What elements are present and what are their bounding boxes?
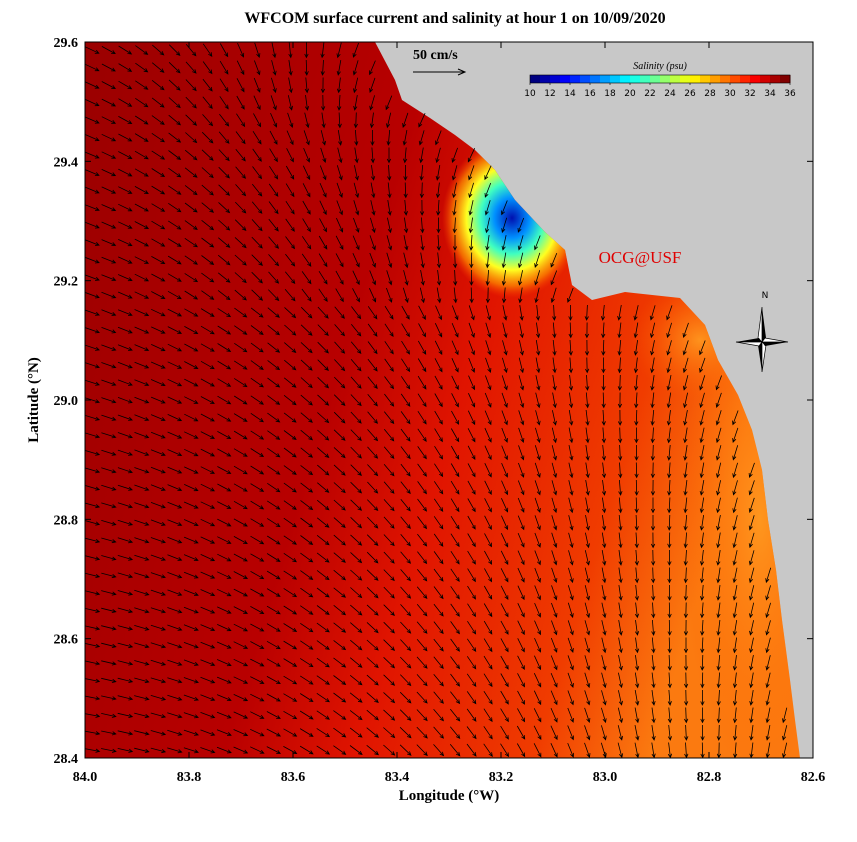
x-tick-label: 83.4 — [385, 770, 410, 785]
colorbar-cell — [550, 75, 561, 83]
colorbar-cell — [630, 75, 641, 83]
colorbar-cell — [730, 75, 741, 83]
y-tick-label: 28.4 — [54, 752, 79, 767]
y-axis-label: Latitude (°N) — [26, 357, 42, 443]
colorbar-cell — [750, 75, 761, 83]
colorbar-cell — [770, 75, 781, 83]
colorbar-tick-label: 20 — [624, 89, 636, 99]
colorbar-cell — [640, 75, 651, 83]
x-tick-label: 83.0 — [593, 770, 618, 785]
colorbar-tick-label: 16 — [584, 89, 596, 99]
colorbar-cell — [780, 75, 791, 83]
colorbar-cell — [660, 75, 671, 83]
x-tick-label: 82.8 — [697, 770, 722, 785]
colorbar-cell — [600, 75, 611, 83]
colorbar-cell — [740, 75, 751, 83]
colorbar-tick-label: 30 — [724, 89, 736, 99]
vector-field — [85, 42, 788, 758]
current-vectors — [85, 42, 788, 758]
colorbar-tick-label: 12 — [544, 89, 555, 99]
x-tick-label: 83.2 — [489, 770, 514, 785]
y-tick-label: 29.6 — [54, 36, 79, 51]
colorbar-title: Salinity (psu) — [633, 61, 687, 72]
colorbar-tick-label: 32 — [744, 89, 755, 99]
colorbar-cell — [680, 75, 691, 83]
y-tick-label: 28.8 — [54, 513, 79, 528]
colorbar-cell — [530, 75, 541, 83]
colorbar-tick-label: 26 — [684, 89, 696, 99]
colorbar-tick-label: 14 — [564, 89, 576, 99]
scale-arrow-head — [457, 68, 467, 76]
y-tick-label: 29.2 — [54, 275, 79, 290]
y-tick-label: 29.0 — [54, 394, 79, 409]
colorbar-frame — [529, 74, 791, 84]
colorbar-cell — [720, 75, 731, 83]
colorbar-cell — [650, 75, 661, 83]
colorbar-cell — [540, 75, 551, 83]
colorbar-tick-label: 28 — [704, 89, 716, 99]
compass-rose — [735, 306, 789, 373]
colorbar-cell — [610, 75, 621, 83]
y-tick-label: 29.4 — [54, 155, 79, 170]
colorbar-cell — [620, 75, 631, 83]
y-tick-label: 28.6 — [54, 633, 79, 648]
x-tick-label: 82.6 — [801, 770, 826, 785]
colorbar-cell — [760, 75, 771, 83]
colorbar-cell — [710, 75, 721, 83]
x-tick-label: 83.6 — [281, 770, 306, 785]
colorbar-tick-label: 34 — [764, 89, 776, 99]
colorbar-cell — [580, 75, 591, 83]
colorbar-tick-label: 22 — [644, 89, 655, 99]
colorbar-cell — [670, 75, 681, 83]
colorbar-tick-label: 36 — [784, 89, 796, 99]
credit: OCG@USF — [599, 248, 682, 267]
x-tick-label: 84.0 — [73, 770, 98, 785]
x-axis-label: Longitude (°W) — [399, 788, 500, 804]
colorbar-cell — [560, 75, 571, 83]
colorbar-cell — [570, 75, 581, 83]
compass-label: N — [762, 291, 769, 301]
colorbar-cell — [590, 75, 601, 83]
scale-label: 50 cm/s — [413, 48, 458, 63]
colorbar-tick-label: 24 — [664, 89, 676, 99]
x-tick-label: 83.8 — [177, 770, 202, 785]
colorbar-tick-label: 10 — [524, 89, 536, 99]
colorbar-cell — [700, 75, 711, 83]
colorbar-cell — [690, 75, 701, 83]
title: WFCOM surface current and salinity at ho… — [244, 10, 665, 27]
colorbar-tick-label: 18 — [604, 89, 616, 99]
